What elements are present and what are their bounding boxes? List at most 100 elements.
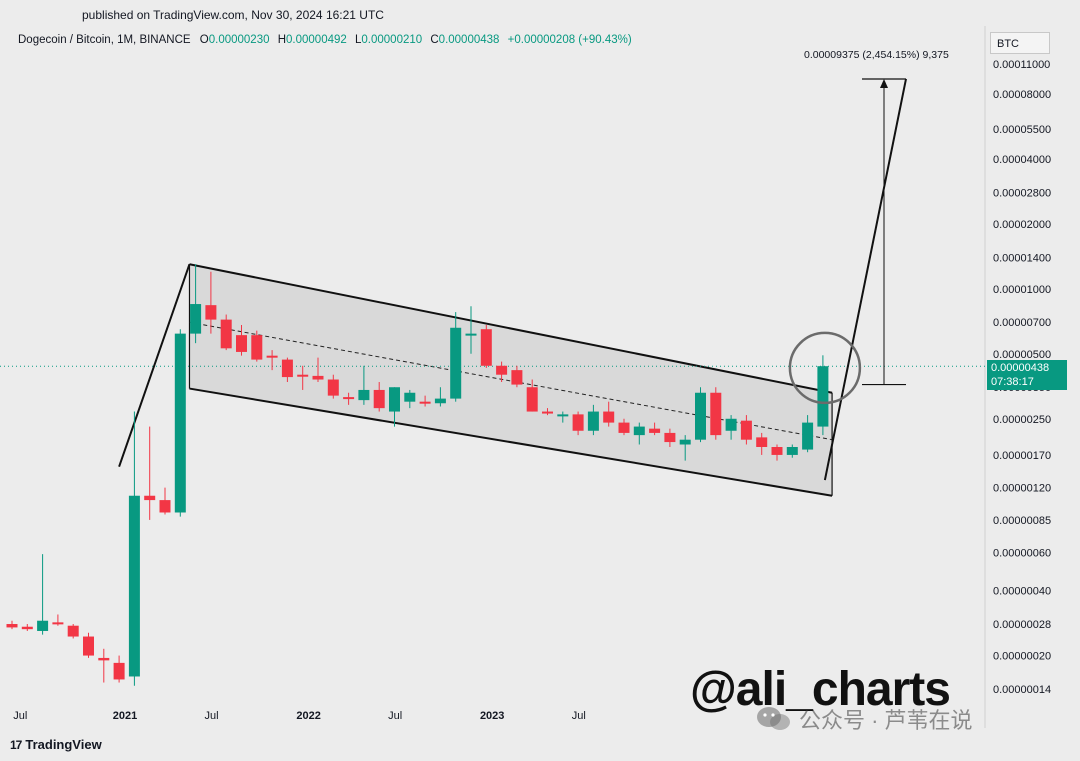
x-tick-label: Jul	[13, 710, 27, 722]
y-tick-label: 0.00008000	[993, 89, 1051, 101]
candle-body	[297, 374, 309, 377]
candle	[52, 614, 64, 626]
y-tick-label: 0.00000085	[993, 515, 1051, 527]
candle-body	[511, 370, 523, 385]
legend-change: +0.00000208 (+90.43%)	[507, 34, 632, 46]
candle	[771, 444, 783, 461]
legend-symbol: Dogecoin / Bitcoin, 1M, BINANCE	[18, 34, 191, 46]
projection-line	[823, 78, 907, 481]
author-watermark: @ali_charts	[690, 663, 951, 716]
y-tick-label: 0.00000028	[993, 619, 1051, 631]
candle	[113, 655, 125, 683]
legend-close-label: C	[430, 34, 439, 46]
wechat-watermark: 公众号 · 芦苇在说	[755, 703, 973, 735]
candle	[740, 415, 752, 445]
published-caption: published on TradingView.com, Nov 30, 20…	[82, 8, 384, 22]
x-tick-label: 2023	[480, 710, 504, 722]
wechat-icon	[757, 707, 790, 730]
y-tick-label: 0.00000120	[993, 483, 1051, 495]
candle	[358, 365, 370, 405]
current-price-tag: 0.00000438 07:38:17	[987, 360, 1067, 390]
candle-body	[312, 375, 324, 380]
candle	[236, 324, 247, 356]
y-tick-label: 0.00002800	[993, 187, 1051, 199]
y-tick-label: 0.00000500	[993, 349, 1051, 361]
candle-body	[740, 420, 752, 440]
candle-body	[52, 622, 64, 625]
candle	[756, 432, 768, 455]
candle-body	[802, 422, 814, 450]
candle-body	[373, 389, 385, 409]
y-tick-label: 0.00000060	[993, 548, 1051, 560]
candle	[128, 411, 140, 686]
candle-body	[649, 428, 661, 433]
tradingview-logo[interactable]: 17 TradingView	[10, 737, 102, 752]
candle	[587, 404, 599, 436]
candle	[327, 374, 339, 399]
candle-body	[603, 411, 615, 423]
candle-body	[434, 398, 446, 404]
candle-body	[281, 359, 293, 378]
candle	[695, 387, 706, 443]
candle-body	[618, 422, 630, 433]
candle-body	[664, 432, 676, 443]
candle	[37, 554, 49, 635]
candle-body	[21, 626, 33, 630]
candle	[404, 389, 416, 409]
candle	[434, 387, 446, 407]
candle	[21, 624, 33, 631]
candle-body	[679, 439, 691, 445]
flagpole-line	[118, 263, 191, 467]
candle-body	[98, 657, 110, 661]
y-tick-label: 0.00004000	[993, 154, 1051, 166]
candle-body	[251, 335, 263, 360]
candle-body	[128, 495, 140, 677]
candle	[450, 312, 462, 402]
candle-body	[710, 392, 722, 436]
candle	[817, 355, 829, 436]
legend-low: 0.00000210	[361, 34, 423, 46]
candle	[6, 620, 18, 630]
x-tick-label: 2021	[113, 710, 137, 722]
candle	[312, 357, 324, 383]
candle	[664, 428, 676, 448]
channel-midline	[189, 321, 833, 441]
candle-body	[695, 392, 706, 440]
candle	[373, 382, 385, 412]
y-tick-label: 0.00002000	[993, 219, 1051, 231]
candle-body	[6, 624, 18, 628]
candle-body	[83, 636, 94, 656]
current-price: 0.00000438	[991, 362, 1050, 374]
measure-arrowhead	[880, 78, 888, 88]
candle-body	[725, 418, 737, 431]
candle-body	[205, 305, 217, 320]
candle	[389, 387, 400, 427]
candle-body	[465, 333, 477, 336]
candle-body	[572, 414, 584, 431]
channel-upper-line	[189, 263, 833, 394]
candle-body	[343, 397, 355, 400]
currency-label[interactable]: BTC	[990, 32, 1050, 54]
candle	[174, 329, 186, 517]
candle	[266, 350, 278, 371]
candle	[465, 306, 477, 354]
tradingview-wordmark: TradingView	[25, 737, 102, 752]
candle-body	[159, 500, 171, 513]
candle-body	[358, 389, 370, 401]
candle	[419, 395, 431, 407]
legend-low-label: L	[354, 34, 362, 46]
candle-body	[633, 426, 645, 436]
candle	[297, 365, 309, 390]
candle	[557, 411, 569, 423]
legend-high: 0.00000492	[286, 34, 347, 46]
bar-countdown: 07:38:17	[991, 376, 1034, 388]
y-tick-label: 0.00011000	[993, 59, 1050, 71]
y-tick-label: 0.00000014	[993, 684, 1051, 696]
candle	[205, 271, 217, 334]
y-tick-label: 0.00000170	[993, 450, 1051, 462]
candle	[190, 264, 202, 344]
y-tick-label: 0.00000250	[993, 414, 1051, 426]
candle-body	[419, 401, 431, 404]
candle	[786, 444, 798, 458]
